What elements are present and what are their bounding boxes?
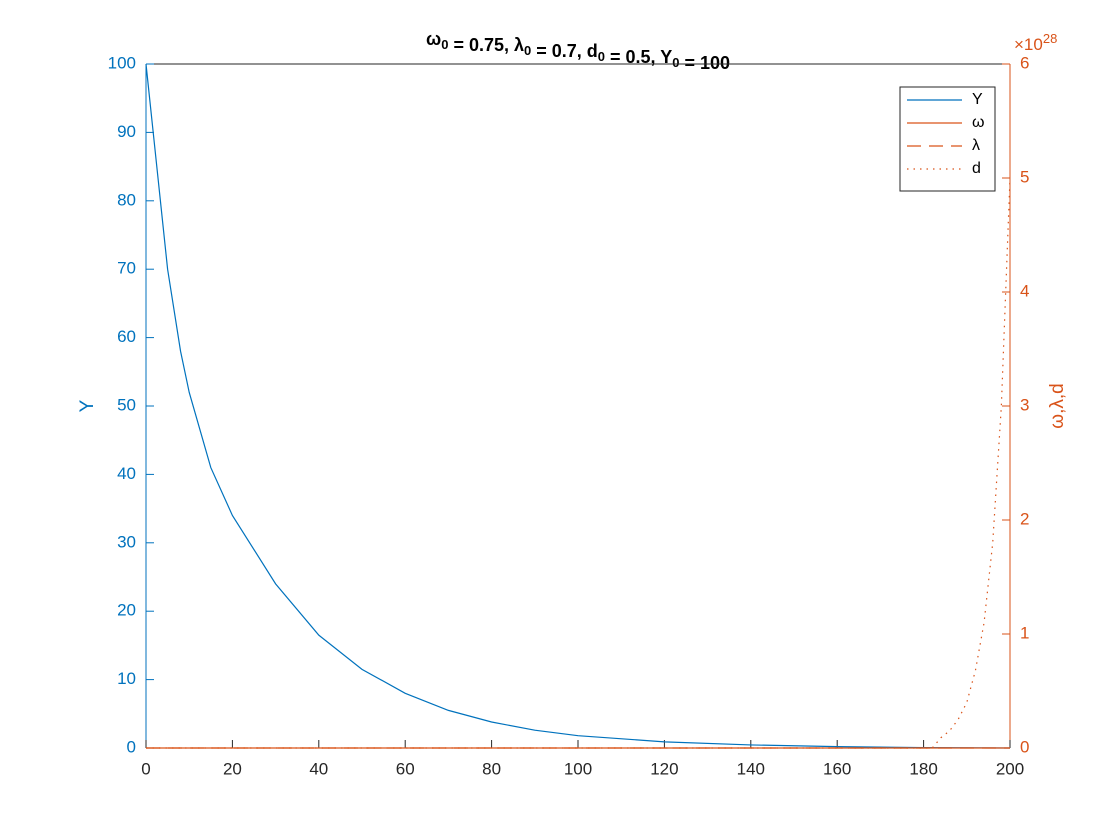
y-tick-label: 90 bbox=[117, 122, 136, 141]
title-text: = 0.5, Y bbox=[605, 47, 672, 67]
x-tick-label: 20 bbox=[223, 759, 242, 778]
y-tick-label: 0 bbox=[127, 737, 136, 756]
legend-label: λ bbox=[972, 137, 980, 154]
x-tick-label: 160 bbox=[823, 759, 851, 778]
y2-tick-label: 4 bbox=[1020, 281, 1029, 300]
legend-label: Y bbox=[972, 91, 983, 108]
x-tick-label: 40 bbox=[309, 759, 328, 778]
x-tick-label: 120 bbox=[650, 759, 678, 778]
series-line bbox=[145, 63, 1011, 749]
title-subscript: 0 bbox=[598, 49, 605, 64]
y-tick-label: 100 bbox=[108, 53, 136, 72]
x-tick-label: 0 bbox=[141, 759, 150, 778]
title-subscript: 0 bbox=[672, 55, 679, 70]
x-tick-label: 100 bbox=[564, 759, 592, 778]
multiplier-exponent: 28 bbox=[1043, 31, 1057, 46]
y2-axis-label: ω,λ,d bbox=[1047, 383, 1068, 428]
y-tick-label: 60 bbox=[117, 327, 136, 346]
multiplier-base: ×10 bbox=[1014, 35, 1043, 54]
y-tick-label: 10 bbox=[117, 669, 136, 688]
x-tick-label: 60 bbox=[396, 759, 415, 778]
y-tick-label: 40 bbox=[117, 464, 136, 483]
legend-label: ω bbox=[972, 114, 985, 131]
legend-box bbox=[899, 86, 996, 192]
x-tick-label: 140 bbox=[737, 759, 765, 778]
y-tick-label: 70 bbox=[117, 259, 136, 278]
title-subscript: 0 bbox=[441, 37, 448, 52]
title-text: = 100 bbox=[679, 53, 730, 73]
y-tick-label: 80 bbox=[117, 190, 136, 209]
x-tick-label: 180 bbox=[909, 759, 937, 778]
y2-tick-label: 3 bbox=[1020, 395, 1029, 414]
y2-tick-label: 0 bbox=[1020, 737, 1029, 756]
title-text: = 0.75, λ bbox=[448, 35, 524, 55]
y2-multiplier: ×1028 bbox=[1014, 31, 1057, 54]
y2-tick-label: 2 bbox=[1020, 509, 1029, 528]
x-tick-label: 200 bbox=[996, 759, 1024, 778]
title-text: ω bbox=[426, 29, 441, 49]
title-text: = 0.7, d bbox=[531, 41, 598, 61]
y-tick-label: 20 bbox=[117, 601, 136, 620]
title-subscript: 0 bbox=[524, 43, 531, 58]
y-tick-label: 50 bbox=[117, 395, 136, 414]
y2-tick-label: 5 bbox=[1020, 167, 1029, 186]
y-tick-label: 30 bbox=[117, 532, 136, 551]
x-tick-label: 80 bbox=[482, 759, 501, 778]
legend-label: d bbox=[972, 160, 981, 177]
y2-tick-label: 1 bbox=[1020, 623, 1029, 642]
y-axis-label: Y bbox=[77, 399, 98, 412]
y2-tick-label: 6 bbox=[1020, 53, 1029, 72]
chart-title: ω0 = 0.75, λ0 = 0.7, d0 = 0.5, Y0 = 100 bbox=[426, 29, 730, 73]
